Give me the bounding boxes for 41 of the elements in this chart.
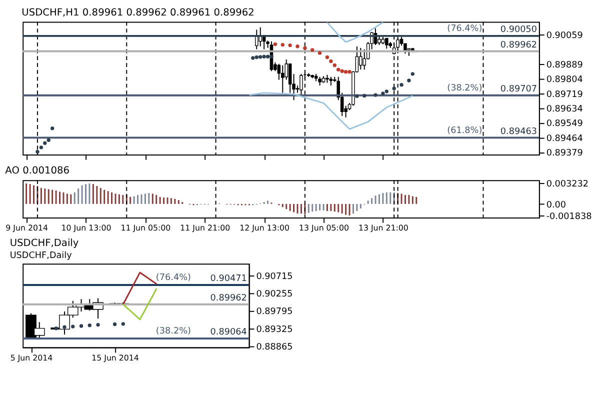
y-tick-label: 0.89634 [546, 104, 584, 114]
x-tick-label: 12 Jun 13:00 [240, 224, 290, 233]
annotation: (76.4%) [447, 24, 482, 34]
x-tick-label: 11 Jun 05:00 [120, 224, 171, 233]
x-tick-label: 11 Jun 21:00 [180, 224, 230, 233]
y-tick-label: 0.003232 [546, 180, 589, 190]
x-tick-label: 5 Jun 2014 [10, 354, 53, 363]
chart-title: USDCHF,Daily [10, 238, 79, 249]
y-tick-label: 0.89719 [546, 90, 583, 100]
x-tick-label: 13 Jun 21:00 [358, 224, 408, 233]
y-tick-label: 0.89325 [256, 324, 293, 335]
ref-line-label: 0.90050 [500, 25, 538, 36]
chart-title: USDCHF,H1 0.89961 0.89962 0.89961 0.89962 [22, 7, 254, 18]
ref-line-label: 0.89463 [500, 126, 537, 137]
x-tick-label: 13 Jun 05:00 [299, 224, 349, 233]
y-tick-label: -0.001838 [546, 212, 592, 222]
ref-line-label: 0.89707 [500, 84, 537, 94]
x-tick-label: 15 Jun 2014 [92, 354, 139, 363]
y-tick-label: 0.90255 [256, 290, 293, 300]
y-tick-label: 0.89795 [256, 307, 293, 318]
chart-title: AO 0.001086 [5, 165, 70, 176]
ref-line-label: 0.89064 [210, 328, 248, 338]
annotation: (38.2%) [156, 326, 191, 337]
y-tick-label: 0.90715 [256, 272, 293, 282]
chart-subtitle: USDCHF,Daily [10, 250, 72, 261]
annotation: (76.4%) [156, 273, 191, 284]
annotation: (38.2%) [447, 83, 482, 94]
x-tick-label: 10 Jun 13:00 [61, 224, 112, 233]
ref-line-label: 0.90471 [210, 274, 247, 284]
y-tick-label: 0.89379 [546, 148, 583, 159]
annotation: (61.8%) [447, 126, 482, 136]
y-tick-label: 0.89804 [546, 75, 584, 86]
x-tick-label: 9 Jun 2014 [6, 224, 48, 233]
y-tick-label: 0.88865 [256, 342, 293, 352]
y-tick-label: 0.89889 [546, 60, 583, 70]
y-tick-label: 0.90059 [546, 30, 583, 41]
y-tick-label: 0.89549 [546, 119, 583, 130]
y-tick-label: 0.00 [546, 200, 566, 210]
y-tick-label: 0.89464 [546, 134, 584, 144]
ref-line-label: 0.89962 [210, 293, 247, 304]
ref-line-label: 0.89962 [500, 40, 537, 50]
